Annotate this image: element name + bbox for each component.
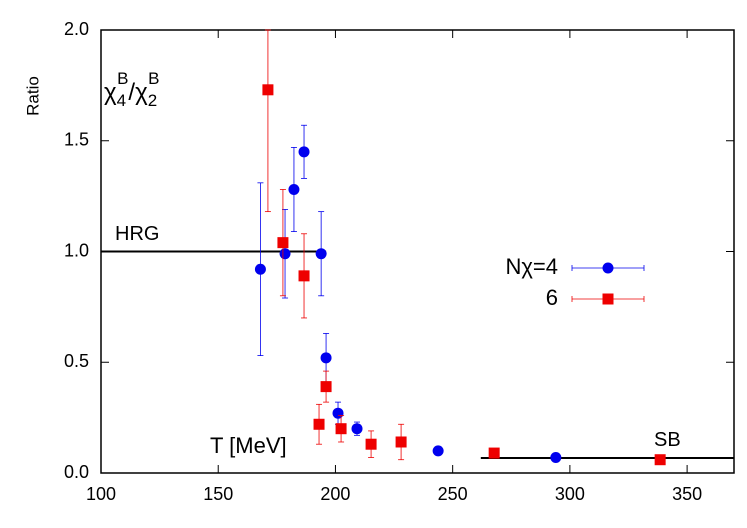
- x-tick-label: 200: [320, 484, 350, 504]
- x-axis-label: T [MeV]: [210, 433, 287, 458]
- ratio-part: /χ: [128, 79, 148, 106]
- ratio-part: 2: [148, 91, 157, 110]
- data-point: [432, 445, 444, 457]
- y-tick-label: 1.0: [64, 240, 89, 260]
- reference-label: HRG: [115, 223, 159, 245]
- data-point: [488, 447, 500, 459]
- data-point: [298, 146, 310, 158]
- data-point: [320, 352, 332, 364]
- data-point: [320, 381, 332, 393]
- ratio-part: B: [117, 69, 128, 88]
- y-tick-label: 0.0: [64, 462, 89, 482]
- ratio-label: χ4 B/χ2 B: [104, 69, 160, 110]
- y-tick-label: 2.0: [64, 19, 89, 39]
- data-point: [279, 248, 291, 260]
- x-tick-label: 300: [555, 484, 585, 504]
- data-point: [313, 418, 325, 430]
- legend-marker: [602, 293, 614, 305]
- data-point: [298, 270, 310, 282]
- legend-label: 6: [546, 285, 558, 310]
- ratio-part: χ: [104, 79, 117, 106]
- reference-label: SB: [654, 429, 681, 451]
- data-point: [254, 263, 266, 275]
- x-tick-label: 100: [86, 484, 116, 504]
- ratio-part: B: [148, 69, 159, 88]
- x-tick-label: 350: [672, 484, 702, 504]
- data-point: [332, 407, 344, 419]
- x-tick-label: 150: [203, 484, 233, 504]
- data-point: [395, 436, 407, 448]
- data-point: [335, 423, 347, 435]
- data-point: [277, 237, 289, 249]
- data-point: [365, 438, 377, 450]
- data-point: [550, 451, 562, 463]
- ratio-part: 4: [117, 91, 126, 110]
- y-tick-label: 0.5: [64, 351, 89, 371]
- y-tick-label: 1.5: [64, 130, 89, 150]
- data-point: [351, 423, 363, 435]
- data-point: [288, 183, 300, 195]
- data-point: [654, 454, 666, 466]
- data-point: [262, 84, 274, 96]
- data-point: [315, 248, 327, 260]
- x-tick-label: 250: [438, 484, 468, 504]
- y-axis-label: Ratio: [23, 76, 42, 116]
- legend-marker: [602, 262, 614, 274]
- legend-label: Nχ=4: [505, 254, 558, 279]
